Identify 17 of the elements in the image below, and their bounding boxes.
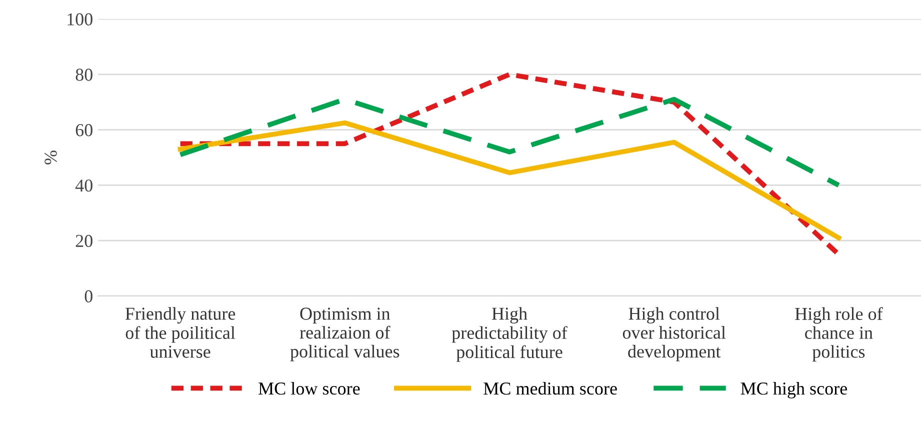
x-tick-label: High control over historical development <box>622 307 726 362</box>
y-tick-label: 60 <box>76 124 92 136</box>
y-tick-label: 40 <box>75 179 92 192</box>
y-tick-label: 80 <box>76 68 92 81</box>
legend-label: MC high score <box>740 382 847 398</box>
line-series <box>178 120 842 240</box>
x-tick-label: Friendly nature of the poilitical universe <box>125 307 236 358</box>
y-tick-label: 0 <box>84 290 92 302</box>
legend-label: MC low score <box>258 382 360 395</box>
y-tick-label: 20 <box>76 234 92 248</box>
x-tick-label: High predictability of political future <box>452 307 568 362</box>
x-tick-label: Optimism in realizaion of political values <box>290 308 400 362</box>
y-axis-title: % <box>44 150 57 164</box>
line-series <box>178 96 842 188</box>
x-tick-label: High role of chance in politics <box>795 307 883 362</box>
legend-label: MC medium score <box>484 382 617 395</box>
y-tick-label: 100 <box>68 13 92 26</box>
